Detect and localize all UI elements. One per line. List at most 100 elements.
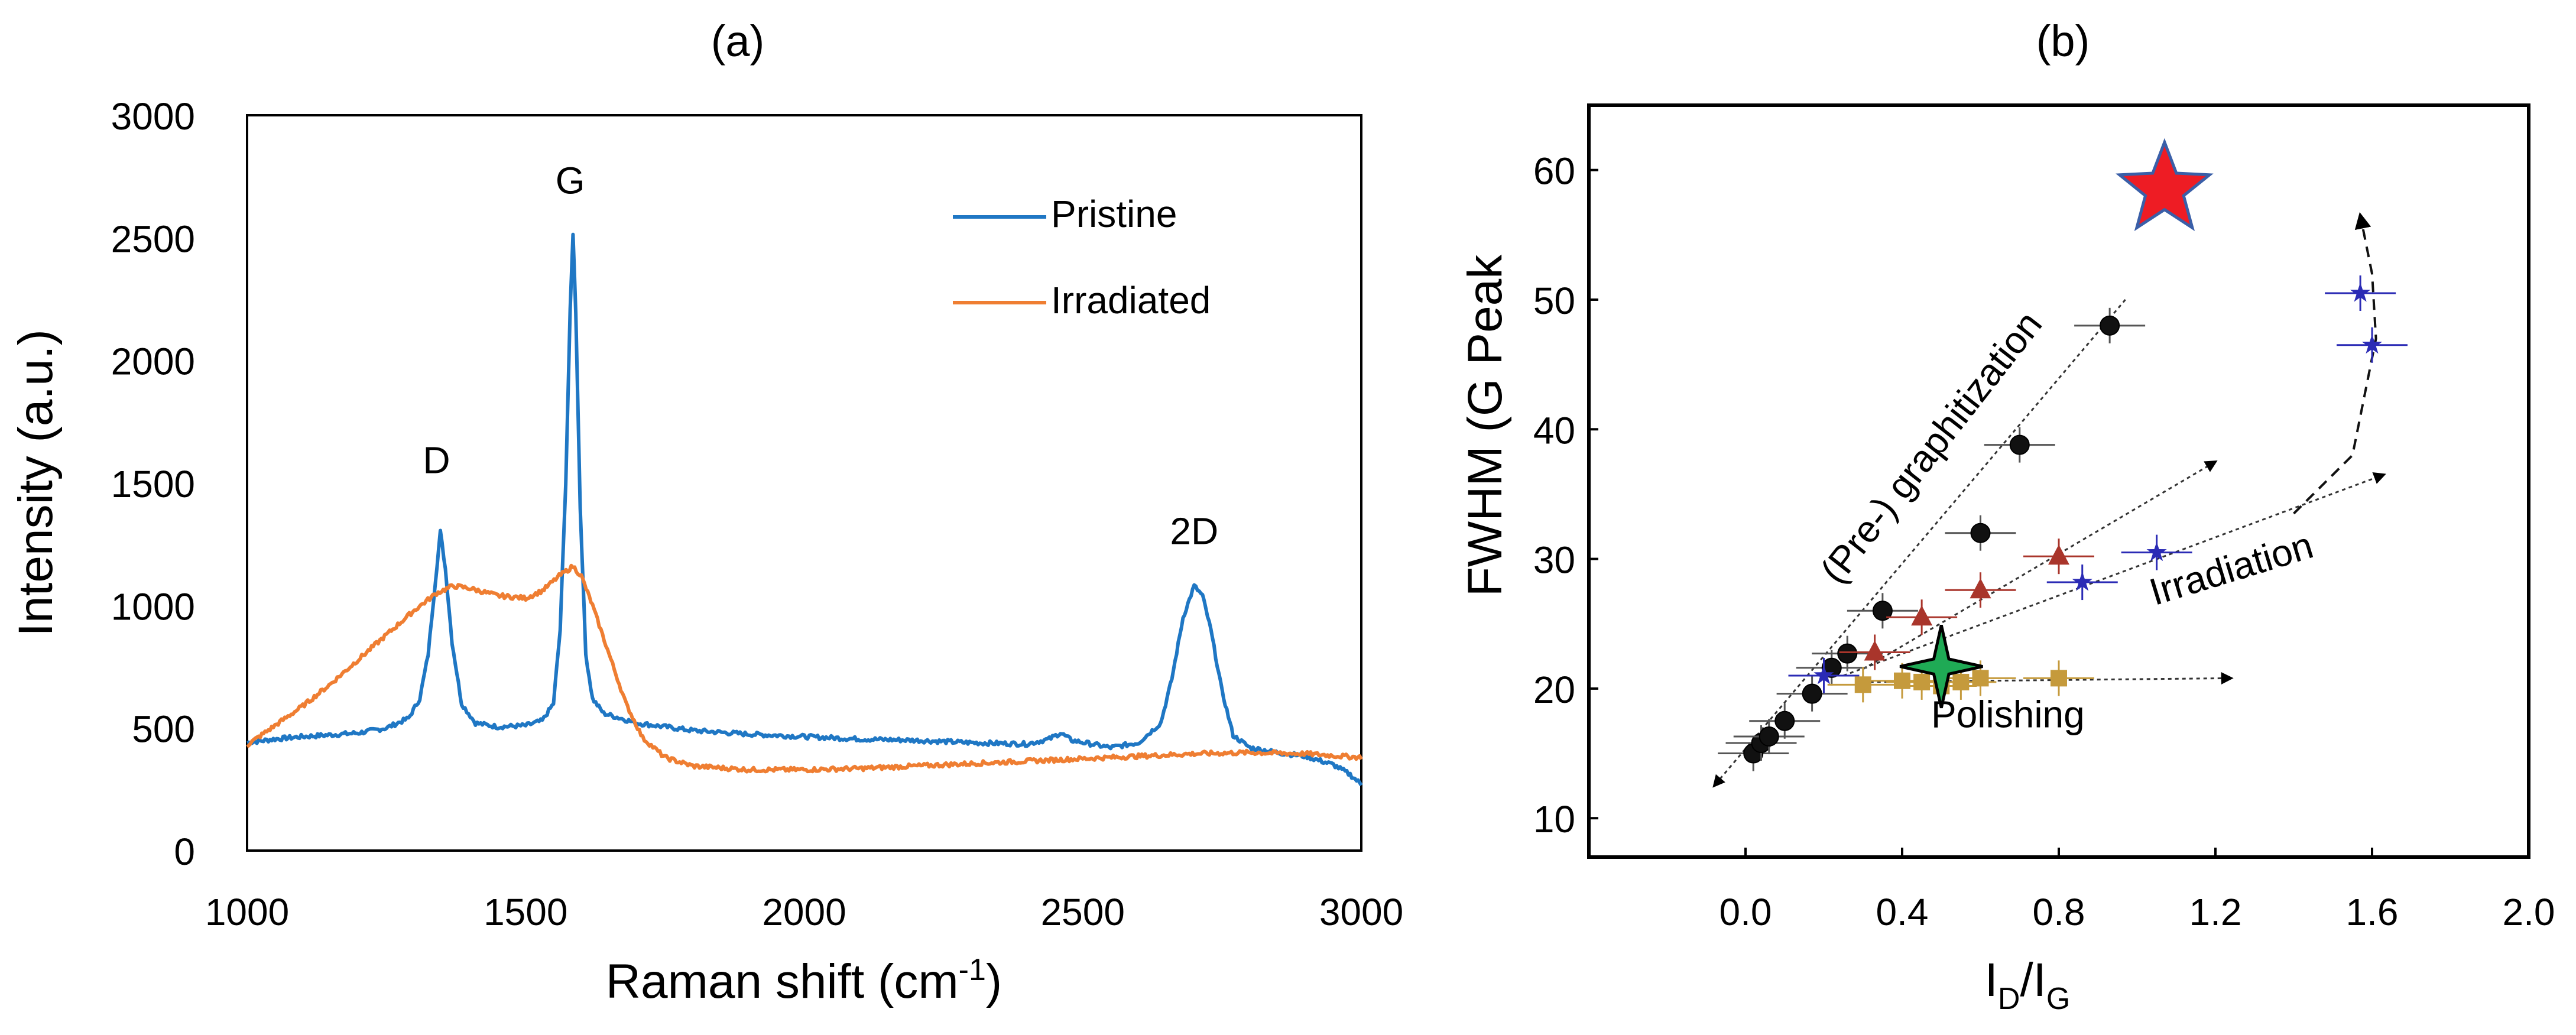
data-point-polishing [1827,667,1899,703]
y-tick-label: 3000 [111,95,195,138]
data-point-highlight-red-star [2116,138,2214,231]
peak-label-d: D [423,439,450,481]
panel-b-x-label-sub-g: G [2046,982,2070,1016]
x-tick-label: 1500 [484,891,567,933]
x-tick-label: 0.8 [2033,891,2085,933]
data-point-graphitization [1776,676,1848,712]
panel-a-series-lines [246,232,1363,787]
data-point-highlight-green-star [1899,625,1983,709]
square-marker [2051,670,2067,687]
triangle-marker [1864,640,1886,661]
panel-b-y-label: FWHM (G Peak [1458,254,1512,597]
data-point-irradiation-triangles [1839,634,1910,670]
square-marker [1972,670,1989,687]
x-tick-label: 1.6 [2346,891,2399,933]
trend-arrow [1862,460,2218,670]
panel-a-plot-frame [246,114,1362,852]
circle-marker [1802,683,1822,704]
panel-b-x-label: ID/IG [1985,953,2071,1016]
y-tick-label: 1500 [111,463,195,505]
data-point-irradiation-triangles [2023,538,2094,575]
trend-arrow [1843,472,2386,677]
panel-a-x-label-close: ) [986,955,1002,1008]
x-tick-label: 2000 [762,891,846,933]
circle-marker [2009,434,2030,455]
trend-arrow [1863,672,2234,685]
legend-label-irradiated: Irradiated [1051,279,1211,322]
star-marker [1813,665,1834,684]
panel-a-x-label: Raman shift (cm-1) [606,953,1002,1008]
data-point-graphitization [1847,593,1918,629]
peak-label-2d: 2D [1170,510,1218,553]
x-tick-label: 0.4 [1876,891,1929,933]
triangle-marker [1911,605,1933,626]
data-point-graphitization [2074,307,2146,343]
panel-a-y-label: Intensity (a.u.) [9,329,63,637]
x-tick-label: 2.0 [2503,891,2555,933]
data-point-graphitization [1945,515,2016,551]
region-label: Irradiation [2144,524,2318,614]
legend-label-pristine: Pristine [1051,193,1177,235]
panel-b-x-label-i: I [1985,953,1998,1006]
triangle-marker [2048,544,2069,565]
panel-b-label: (b) [2036,17,2090,66]
region-label: Polishing [1931,693,2085,736]
y-tick-label: 40 [1533,409,1575,452]
star-marker [2361,334,2383,354]
panel-b-x-label-slash-i: /I [2020,953,2046,1006]
x-tick-label: 2500 [1041,891,1125,933]
circle-marker [1872,601,1893,621]
circle-marker [1774,710,1795,731]
circle-marker [1837,643,1858,664]
data-point-irradiation-stars [2337,327,2408,363]
y-tick-label: 1000 [111,585,195,628]
series-line-irradiated [246,563,1363,774]
data-point-graphitization [1984,427,2055,463]
data-point-irradiation-stars [2121,534,2192,570]
panel-a-label: (a) [711,17,764,66]
y-tick-label: 0 [174,830,195,873]
y-tick-label: 60 [1533,150,1575,193]
series-line-pristine [246,232,1363,787]
data-point-irradiation-triangles [1886,599,1958,635]
raman-spectrum-chart: (a) 0 500 1000 1500 2000 2500 3000 1000 1500 200… [9,17,1403,1008]
y-tick-label: 20 [1533,669,1575,711]
panel-b-x-label-sub-d: D [1998,982,2020,1016]
y-tick-label: 2500 [111,218,195,260]
y-tick-label: 50 [1533,280,1575,322]
panel-b-plot-frame [1587,103,2530,859]
circle-marker [1970,523,1991,543]
panel-a-legend: Pristine Irradiated [953,193,1211,322]
data-point-graphitization [1733,719,1805,755]
x-tick-label: 0.0 [1720,891,1772,933]
panel-a-x-axis: 1000 1500 2000 2500 3000 [205,891,1403,933]
dashed-trend-curve [2293,212,2377,515]
x-tick-label: 1000 [205,891,289,933]
panel-b-trend-arrows [1712,212,2386,788]
data-point-irradiation-stars [1788,657,1860,693]
y-tick-label: 2000 [111,340,195,383]
y-tick-label: 500 [132,708,195,751]
panel-b-scatter-points [1718,138,2408,771]
panel-a-x-label-main: Raman shift (cm [606,955,959,1008]
data-point-irradiation-stars [2046,564,2118,601]
panel-a-x-label-superscript: -1 [959,953,986,987]
panel-b-x-axis: 0.0 0.4 0.8 1.2 1.6 2.0 [1720,848,2555,933]
highlight-red-star-marker [2116,138,2214,231]
triangle-marker [1970,578,1991,599]
data-point-irradiation-stars [2325,275,2396,311]
x-tick-label: 1.2 [2189,891,2242,933]
panel-b-y-axis: 10 20 30 40 50 60 [1533,150,1598,841]
data-point-polishing [2023,660,2094,696]
data-point-polishing [1945,660,2016,696]
peak-label-g: G [556,160,585,202]
circle-marker [1759,726,1779,747]
data-point-irradiation-triangles [1945,572,2016,608]
x-tick-label: 3000 [1319,891,1403,933]
y-tick-label: 10 [1533,798,1575,841]
panel-a-peak-labels: D G 2D [423,160,1218,553]
y-tick-label: 30 [1533,539,1575,582]
star-marker [2072,572,2092,591]
square-marker [1952,673,1970,690]
